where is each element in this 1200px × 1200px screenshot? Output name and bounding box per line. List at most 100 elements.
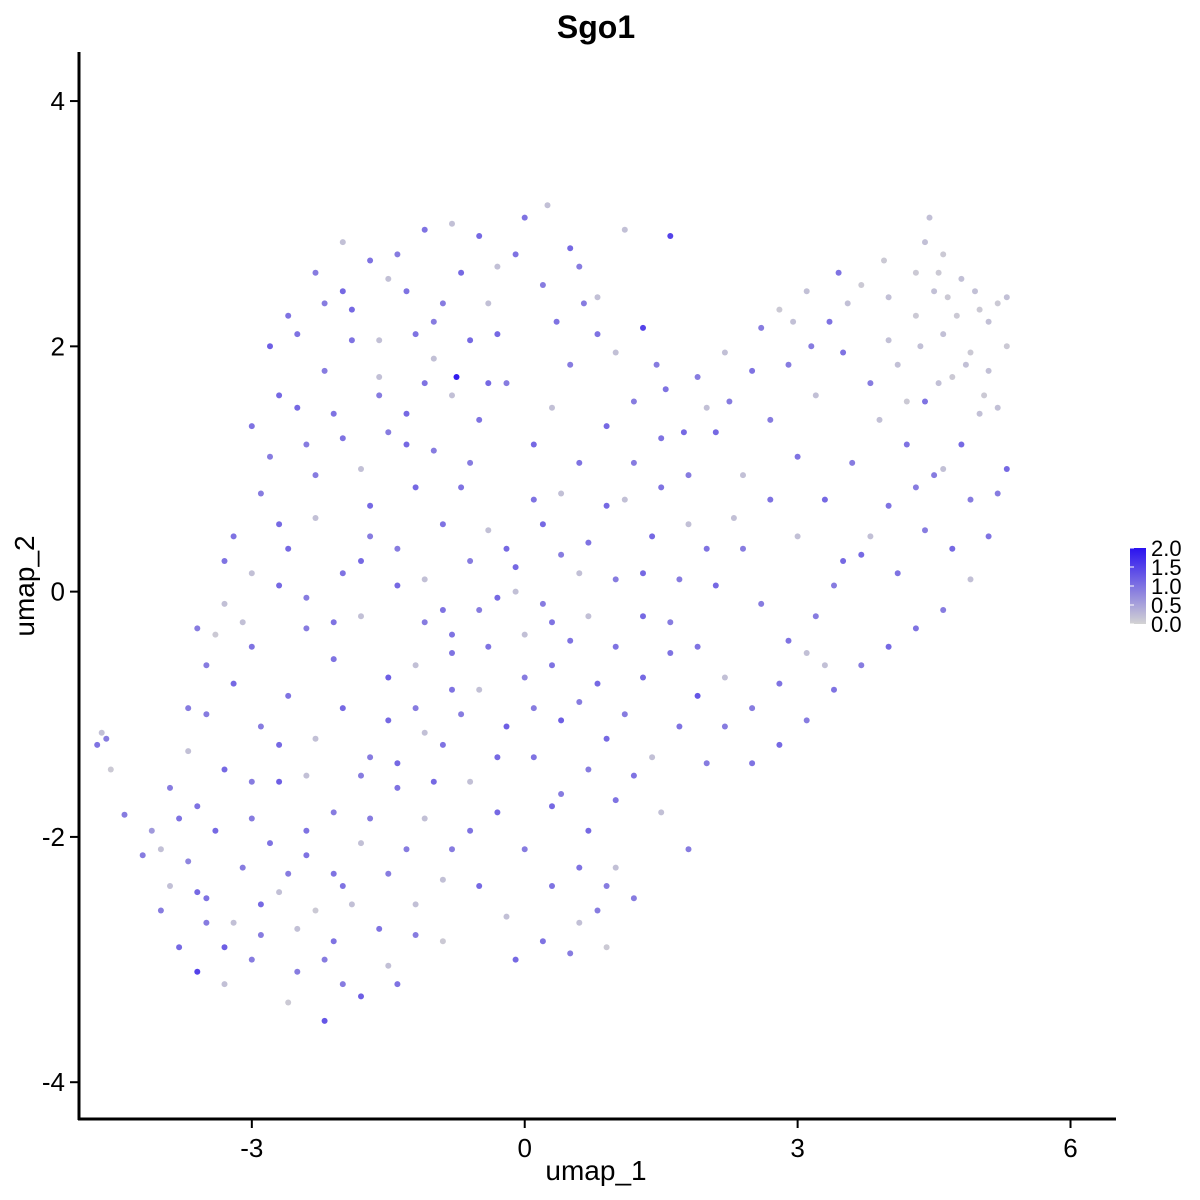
cell-point <box>403 441 410 448</box>
cell-point <box>430 778 437 785</box>
cell-point <box>867 380 874 387</box>
cell-point <box>257 490 264 497</box>
cell-point <box>758 600 765 607</box>
cell-point <box>858 551 865 558</box>
cell-point <box>339 570 346 577</box>
cell-point <box>276 582 283 589</box>
cell-point <box>394 582 401 589</box>
cell-point <box>185 705 192 712</box>
cell-point <box>367 815 374 822</box>
cell-point <box>576 919 583 926</box>
cell-point <box>321 1017 328 1024</box>
cell-point <box>103 735 110 742</box>
cell-point <box>467 558 474 564</box>
cell-point <box>239 619 246 626</box>
cell-point <box>294 925 301 932</box>
cell-point <box>521 846 528 853</box>
cell-point <box>248 643 255 650</box>
cell-point <box>267 453 273 460</box>
cell-point <box>98 729 105 736</box>
cell-point <box>221 558 228 564</box>
cell-point <box>912 269 919 276</box>
cell-point <box>439 741 446 748</box>
cell-point <box>658 484 665 491</box>
cell-point <box>1003 343 1010 350</box>
cell-point <box>630 772 637 779</box>
cell-point <box>849 459 856 466</box>
cell-point <box>812 392 819 399</box>
cell-point <box>358 613 364 620</box>
cell-point <box>612 643 619 650</box>
cell-point <box>712 582 719 589</box>
cell-point <box>676 723 683 730</box>
colorbar-tick-label: 0.5 <box>1151 593 1182 618</box>
cell-point <box>430 318 437 325</box>
cell-point <box>176 944 183 951</box>
cell-point <box>203 711 210 718</box>
cell-point <box>585 539 592 546</box>
cell-point <box>972 288 978 295</box>
cell-point <box>248 778 255 785</box>
cell-point <box>994 490 1001 497</box>
cell-point <box>285 999 292 1006</box>
cell-point <box>385 429 392 436</box>
cell-point <box>903 398 910 405</box>
colorbar-tick-label: 2.0 <box>1151 536 1182 561</box>
cell-point <box>558 490 565 497</box>
cell-point <box>203 895 210 902</box>
cell-point <box>330 870 337 877</box>
cell-point <box>412 901 419 908</box>
cell-point <box>567 637 574 644</box>
cell-point <box>985 318 992 325</box>
cell-point <box>662 386 669 393</box>
cell-point <box>230 919 237 926</box>
cell-point <box>239 864 246 871</box>
cell-point <box>922 398 928 405</box>
scatter-points <box>94 202 1010 1024</box>
cell-point <box>803 288 810 295</box>
cell-point <box>194 803 201 810</box>
cell-point <box>476 233 483 239</box>
cell-point <box>653 361 660 368</box>
cell-point <box>539 938 546 945</box>
cell-point <box>612 797 619 804</box>
cell-point <box>549 883 555 889</box>
cell-point <box>530 496 537 503</box>
cell-point <box>339 981 346 988</box>
cell-point <box>358 466 364 472</box>
cell-point <box>994 300 1001 307</box>
cell-point <box>749 367 756 374</box>
cell-point <box>935 269 942 276</box>
cell-point <box>367 257 374 264</box>
cell-point <box>967 576 974 583</box>
cell-point <box>421 380 428 387</box>
cell-point <box>740 545 746 552</box>
y-tick-label: 4 <box>51 86 65 116</box>
cell-point <box>330 410 337 417</box>
y-tick-label: -2 <box>42 822 65 852</box>
cell-point <box>485 643 492 650</box>
cell-point <box>840 349 847 356</box>
cell-point <box>503 545 510 552</box>
cell-point <box>953 312 960 319</box>
cell-point <box>612 864 619 871</box>
cell-point <box>476 883 483 889</box>
cell-point <box>835 269 842 276</box>
cell-point <box>685 846 692 853</box>
cell-point <box>721 723 728 730</box>
cell-point <box>808 343 815 350</box>
y-axis-ticks: -4 -2 0 2 4 <box>42 86 79 1097</box>
cell-point <box>821 496 828 503</box>
cell-point <box>585 827 592 834</box>
cell-point <box>458 711 465 718</box>
cell-point <box>967 496 974 503</box>
cell-point <box>658 435 665 442</box>
cell-point <box>421 226 428 233</box>
cell-point <box>394 760 401 767</box>
cell-point <box>358 993 364 1000</box>
cell-point <box>421 815 428 822</box>
cell-point <box>294 331 301 338</box>
cell-point <box>640 674 646 681</box>
cell-point <box>521 674 528 681</box>
cell-point <box>794 533 801 540</box>
